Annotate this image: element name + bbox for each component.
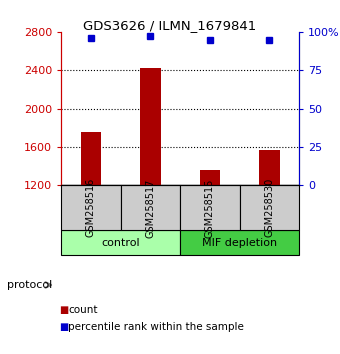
Bar — [81, 132, 101, 185]
Bar — [180, 230, 299, 255]
Text: GSM258516: GSM258516 — [86, 178, 96, 238]
Text: GSM258515: GSM258515 — [205, 178, 215, 238]
Bar — [61, 230, 180, 255]
Text: protocol: protocol — [7, 280, 52, 290]
Text: GSM258530: GSM258530 — [265, 178, 274, 238]
Bar — [180, 185, 240, 230]
Text: percentile rank within the sample: percentile rank within the sample — [68, 322, 244, 332]
Text: ■: ■ — [59, 322, 69, 332]
Bar — [121, 185, 180, 230]
Bar — [259, 150, 280, 185]
Text: GSM258517: GSM258517 — [146, 178, 155, 238]
Text: ■: ■ — [59, 305, 69, 315]
Bar — [240, 185, 299, 230]
Bar — [61, 185, 121, 230]
Text: MIF depletion: MIF depletion — [202, 238, 277, 248]
Text: GDS3626 / ILMN_1679841: GDS3626 / ILMN_1679841 — [83, 19, 257, 33]
Bar — [140, 68, 161, 185]
Text: count: count — [68, 305, 98, 315]
Bar — [200, 170, 220, 185]
Text: control: control — [101, 238, 140, 248]
